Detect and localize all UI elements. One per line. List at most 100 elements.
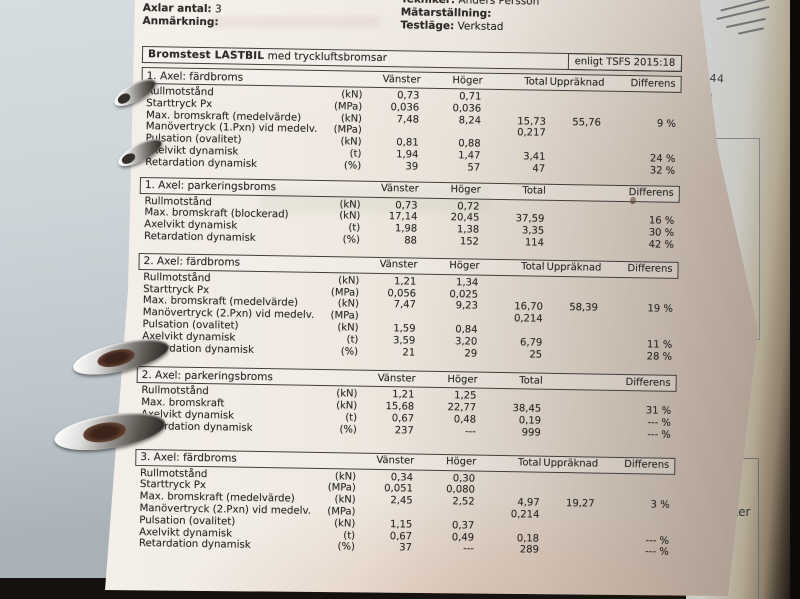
value-total: 38,45 [512,403,542,415]
row-unit: (kN) [339,198,361,211]
column-header [545,382,600,383]
row-unit: (kN) [341,89,363,101]
row-unit: (%) [337,541,355,553]
value-total [482,139,547,152]
value-vanster: 3,59 [392,334,416,347]
value-uppraknad [543,404,598,417]
row-unit: (%) [339,424,357,436]
row-unit: (kN) [336,388,358,400]
value-vanster [364,125,421,138]
row-unit: (t) [349,148,362,160]
value-hoger [421,126,483,139]
axle-section-4: 2. Axel: parkeringsbroms Vänster Höger Tota… [136,366,677,441]
value-vanster: 39 [405,161,419,173]
value-hoger: 0,37 [451,519,475,532]
value-differens: --- % [647,429,671,441]
column-header: Vänster [376,454,415,467]
value-total [480,289,545,302]
value-vanster: 17,14 [388,211,418,223]
value-differens: 42 % [648,239,675,251]
value-total: 37,59 [515,213,545,226]
value-vanster: 1,59 [393,323,416,335]
value-uppraknad [541,533,596,546]
column-header: Differens [627,263,673,276]
value-differens: 28 % [646,350,673,363]
value-vanster: 21 [402,346,416,359]
value-uppraknad [545,278,600,291]
value-hoger: 3,20 [454,335,478,348]
column-header: Total [517,457,542,469]
value-vanster: 0,036 [390,101,420,114]
value-hoger: 1,38 [456,224,480,236]
value-uppraknad [548,93,603,106]
report-title-rest: med tryckluftsbromsar [264,50,388,65]
column-header: Uppräknad [543,457,599,470]
row-unit: (MPa) [330,286,360,299]
illegible-print-mark [726,17,766,29]
value-hoger: 0,30 [452,472,476,485]
value-uppraknad [545,290,600,303]
value-vanster: 0,67 [389,530,413,543]
value-hoger: --- [464,426,476,438]
value-hoger: 0,88 [458,138,481,150]
column-header: Höger [452,74,483,87]
value-uppraknad [546,214,601,227]
value-hoger: 0,71 [459,91,482,103]
column-header [548,192,603,193]
value-vanster: 0,051 [384,483,413,495]
value-uppraknad [547,140,602,153]
value-total: 6,79 [519,337,543,349]
section-title: 2. Axel: färdbroms [143,255,241,269]
row-unit: (MPa) [327,506,356,518]
value-hoger: 0,48 [453,414,477,426]
value-hoger: 0,72 [457,200,480,213]
value-vanster: 15,68 [385,401,415,413]
row-unit: (MPa) [330,310,359,322]
value-total: 114 [524,237,545,249]
value-uppraknad [543,427,598,440]
axle-section-5: 3. Axel: färdbroms Vänster Höger Total Upprä… [134,448,676,559]
axle-section-2: 1. Axel: parkeringsbroms Vänster Höger Tota… [139,176,680,252]
axle-section-1: 1. Axel: färdbroms Vänster Höger Total Upprä… [140,66,682,178]
row-unit: (t) [343,529,356,542]
row-unit: (kN) [340,112,363,125]
value-vanster: 0,67 [391,413,415,425]
column-header: Höger [447,373,478,386]
row-unit: (MPa) [333,124,362,137]
row-unit: (kN) [340,136,362,148]
value-total: 15,73 [517,115,547,128]
column-header: Vänster [379,259,418,271]
value-vanster: 1,21 [393,275,417,288]
page-header-left: Axlar antal: 3 Anmärkning: [142,2,221,29]
value-hoger: 57 [467,162,481,174]
value-total: 3,35 [521,225,545,237]
section-title: 2. Axel: parkeringsbroms [141,368,273,384]
value-hoger: 29 [464,347,478,360]
row-unit: (kN) [334,517,356,530]
value-total [480,277,545,290]
row-unit: (MPa) [327,482,356,494]
value-hoger: 2,52 [452,496,475,508]
value-vanster: 0,73 [395,199,418,212]
value-uppraknad [544,349,599,362]
value-total: 289 [519,544,539,556]
value-vanster [357,507,414,520]
value-total: 25 [529,349,543,361]
page-header-right: Tekniker: Anders PerssonMätarställning: … [400,0,539,34]
value-differens: 32 % [649,165,676,177]
value-hoger: 0,036 [452,102,482,115]
axle-section-3: 2. Axel: färdbroms Vänster Höger Total Upprä… [137,252,679,364]
report-title-bold: Bromstest LASTBIL [147,48,265,63]
column-header: Höger [445,456,477,468]
value-uppraknad [548,128,603,141]
value-uppraknad [542,486,597,499]
row-unit: (%) [343,160,362,172]
stain-mark [630,197,636,204]
value-uppraknad [544,337,599,350]
value-total [483,103,548,116]
section-title: 1. Axel: färdbroms [146,69,244,84]
value-total: 47 [532,163,546,175]
value-total [477,485,542,498]
